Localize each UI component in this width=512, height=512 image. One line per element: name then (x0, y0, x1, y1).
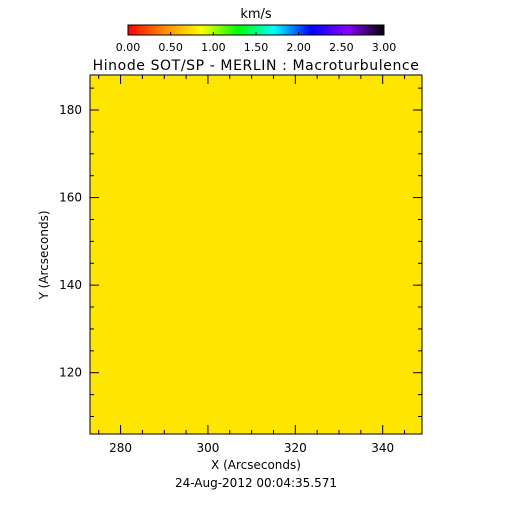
y-axis-label: Y (Arcseconds) (37, 210, 51, 300)
x-tick-label: 320 (284, 441, 307, 455)
colorbar-tick-labels: 0.00 0.50 1.00 1.50 2.00 2.50 3.00 (116, 41, 397, 54)
colorbar-ticks (127, 32, 385, 35)
x-tick-label: 280 (109, 441, 132, 455)
chart-title: Hinode SOT/SP - MERLIN : Macroturbulence (93, 58, 420, 74)
colorbar-tick-label: 0.50 (158, 41, 183, 54)
y-axis-ticks (90, 87, 422, 417)
x-tick-label: 300 (196, 441, 219, 455)
colorbar-tick-label: 1.00 (201, 41, 226, 54)
colorbar: km/s 0.00 0.50 1.00 1.50 2.00 2.50 3.00 (116, 7, 397, 54)
x-axis-label: X (Arcseconds) (211, 458, 301, 472)
colorbar-tick-label: 2.00 (286, 41, 311, 54)
y-axis-tick-labels: 120 140 160 180 (59, 103, 82, 380)
x-tick-label: 340 (371, 441, 394, 455)
colorbar-label: km/s (240, 7, 272, 22)
y-tick-label: 120 (59, 366, 82, 380)
macroturbulence-field (90, 75, 422, 434)
plot-frame (89, 74, 423, 435)
colorbar-tick-label: 3.00 (372, 41, 397, 54)
timestamp: 24-Aug-2012 00:04:35.571 (175, 476, 337, 490)
y-tick-label: 160 (59, 191, 82, 205)
colorbar-tick-label: 1.50 (244, 41, 269, 54)
y-tick-label: 140 (59, 278, 82, 292)
colorbar-tick-label: 2.50 (329, 41, 354, 54)
x-axis-ticks (98, 75, 406, 434)
y-tick-label: 180 (59, 103, 82, 117)
x-axis-tick-labels: 280 300 320 340 (109, 441, 394, 455)
colorbar-tick-label: 0.00 (116, 41, 141, 54)
